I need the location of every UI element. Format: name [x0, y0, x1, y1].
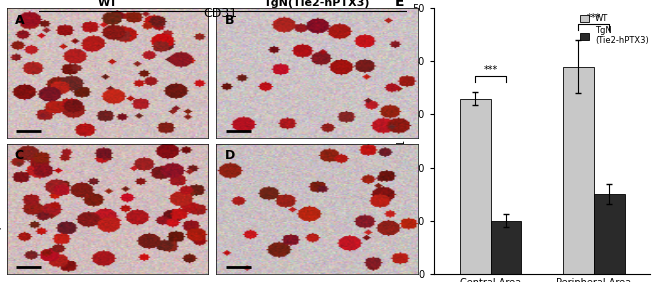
Text: ***: ***	[484, 65, 498, 75]
Y-axis label: % of CD31 positivity: % of CD31 positivity	[397, 91, 407, 191]
Text: CD31: CD31	[203, 7, 237, 20]
Y-axis label: Central Area: Central Area	[0, 41, 3, 106]
Text: D: D	[225, 149, 235, 162]
Legend: WT, TgN
(Tie2-hPTX3): WT, TgN (Tie2-hPTX3)	[579, 13, 650, 47]
Y-axis label: Peripheral Area: Peripheral Area	[0, 168, 3, 249]
Text: B: B	[225, 14, 234, 27]
Title: WT: WT	[97, 0, 118, 8]
Bar	[491, 221, 522, 274]
Text: C: C	[14, 149, 24, 162]
Text: A: A	[14, 14, 24, 27]
Text: ***: ***	[587, 13, 600, 23]
Bar	[460, 99, 491, 274]
Title: TgN(Tie2-hPTX3): TgN(Tie2-hPTX3)	[264, 0, 371, 8]
Bar	[563, 67, 594, 274]
Text: E: E	[395, 0, 404, 9]
Bar	[594, 194, 625, 274]
